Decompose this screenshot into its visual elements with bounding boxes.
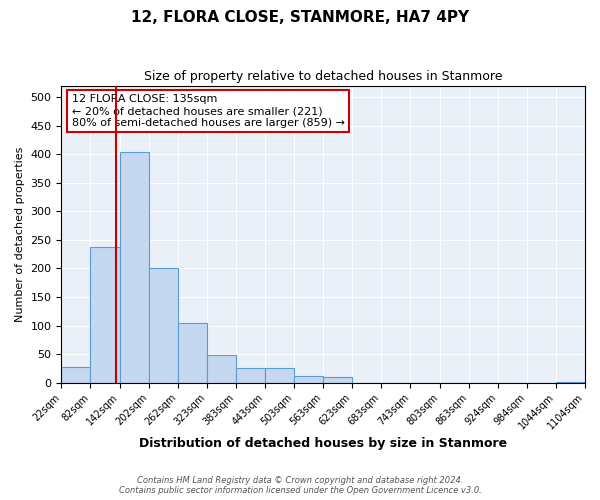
Bar	[91, 247, 119, 382]
Bar	[149, 268, 178, 382]
Bar	[61, 366, 91, 382]
Bar	[236, 368, 265, 382]
X-axis label: Distribution of detached houses by size in Stanmore: Distribution of detached houses by size …	[139, 437, 507, 450]
Bar	[207, 355, 236, 382]
Bar	[265, 368, 294, 382]
Bar	[119, 152, 149, 382]
Bar	[294, 376, 323, 382]
Text: Contains HM Land Registry data © Crown copyright and database right 2024.
Contai: Contains HM Land Registry data © Crown c…	[119, 476, 481, 495]
Text: 12 FLORA CLOSE: 135sqm
← 20% of detached houses are smaller (221)
80% of semi-de: 12 FLORA CLOSE: 135sqm ← 20% of detached…	[72, 94, 345, 128]
Bar	[178, 322, 207, 382]
Text: 12, FLORA CLOSE, STANMORE, HA7 4PY: 12, FLORA CLOSE, STANMORE, HA7 4PY	[131, 10, 469, 25]
Title: Size of property relative to detached houses in Stanmore: Size of property relative to detached ho…	[144, 70, 502, 83]
Y-axis label: Number of detached properties: Number of detached properties	[15, 146, 25, 322]
Bar	[323, 377, 352, 382]
